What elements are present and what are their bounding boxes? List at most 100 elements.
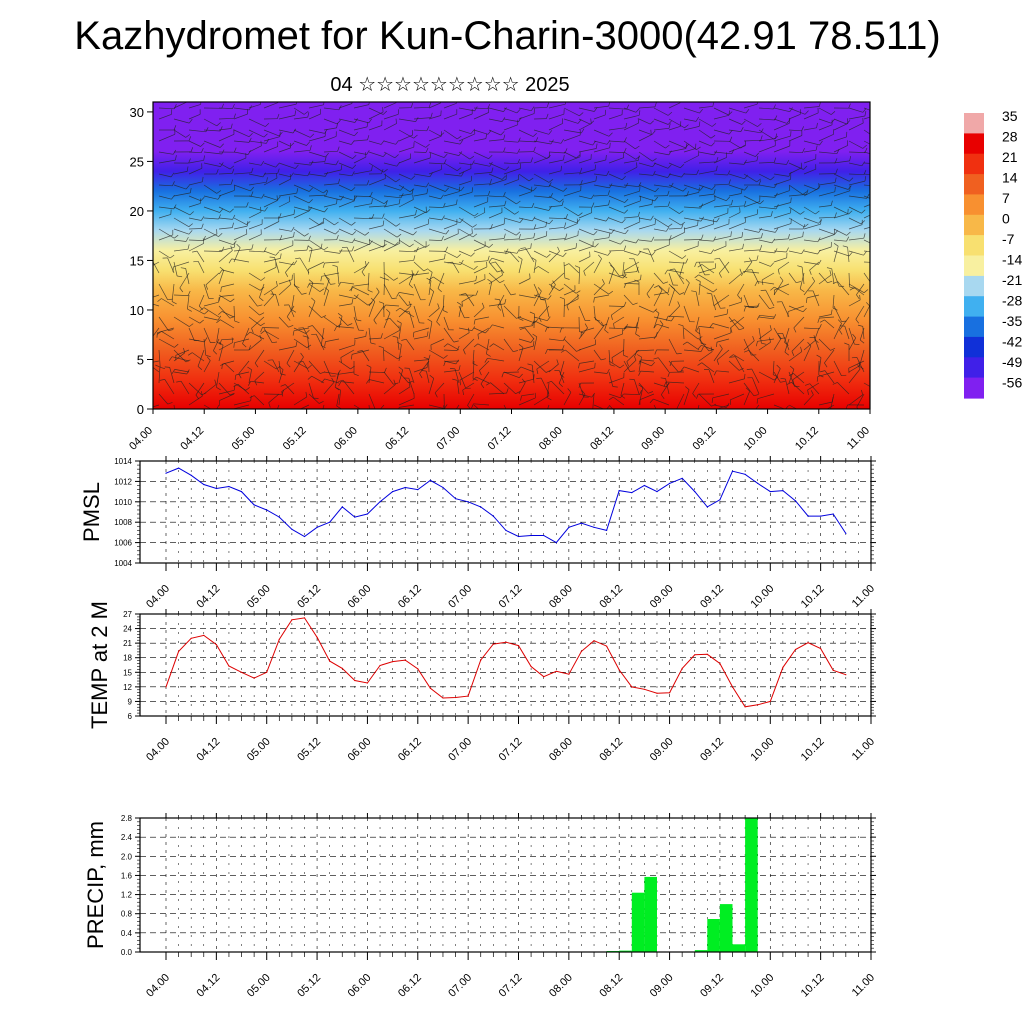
pmsl-data-point: [731, 470, 734, 472]
y-tick-label: 1014: [114, 457, 132, 466]
pmsl-data-point: [769, 491, 771, 493]
pmsl-data-point: [341, 506, 343, 508]
temp2m-data-point: [845, 674, 847, 676]
precip-bar: [644, 876, 657, 952]
pmsl-data-point: [266, 509, 268, 511]
colorbar-swatch: [964, 336, 984, 358]
temp2m-data-point: [316, 636, 318, 638]
pmsl-data-point: [417, 489, 419, 491]
temp2m-data-point: [744, 706, 746, 708]
temp2m-data-point: [190, 637, 192, 639]
pmsl-data-point: [543, 534, 545, 537]
pmsl-data-point: [656, 491, 658, 493]
y-tick-label: 2.0: [121, 852, 133, 861]
temp2m-data-point: [467, 695, 469, 697]
precip-bar: [631, 892, 645, 952]
pmsl-data-point: [845, 532, 847, 535]
pmsl-data-point: [568, 526, 570, 528]
colorbar-label: 35: [1002, 108, 1018, 124]
x-tick-label: 05.00: [245, 583, 273, 611]
temp2m-data-point: [681, 667, 683, 670]
pmsl-data-point: [492, 515, 494, 517]
colorbar-label: -7: [1002, 231, 1015, 247]
x-tick-label: 04.00: [144, 972, 172, 1000]
colorbar-swatch: [964, 174, 984, 196]
temp2m-data-point: [643, 688, 646, 690]
cs-x-tick-label: 05.12: [281, 425, 309, 453]
temp2m-data-point: [669, 692, 671, 694]
x-tick-label: 10.12: [799, 583, 827, 611]
pmsl-data-point: [366, 513, 368, 515]
x-tick-label: 08.12: [597, 972, 625, 1000]
x-tick-label: 07.00: [446, 972, 474, 1000]
temp2m-data-point: [505, 641, 507, 643]
colorbar-swatch: [964, 377, 984, 399]
colorbar-swatch: [964, 357, 984, 379]
pmsl-data-point: [782, 490, 784, 492]
colorbar-label: -21: [1002, 272, 1022, 288]
page-subtitle: 04 ☆☆☆☆☆☆☆☆☆ 2025: [330, 74, 570, 96]
x-tick-label: 09.00: [648, 972, 676, 1000]
x-tick-label: 10.00: [748, 583, 776, 611]
page-title: Kazhydromet for Kun-Charin-3000(42.91 78…: [74, 14, 941, 58]
cs-x-tick-label: 04.00: [127, 425, 155, 453]
pmsl-data-point: [807, 515, 809, 517]
temp2m-data-point: [769, 700, 771, 703]
temp2m-frame: [139, 613, 872, 717]
y-tick-label: 1.2: [121, 891, 133, 900]
pmsl-data-point: [631, 492, 633, 494]
temp2m-data-point: [203, 634, 205, 637]
cs-x-tick-label: 07.12: [486, 425, 514, 453]
y-tick-label: 2.4: [121, 833, 133, 842]
x-tick-label: 05.00: [245, 972, 273, 1000]
x-tick-label: 04.00: [144, 583, 172, 611]
colorbar: 35 28 21 14 7 0 -7 -14 -21 -28 -35 -42 -49 -56: [964, 108, 1022, 399]
temp2m-data-point: [820, 647, 822, 650]
temp2m-data-point: [731, 686, 734, 688]
y-tick-label: 24: [123, 625, 132, 634]
colorbar-label: -14: [1002, 252, 1022, 268]
cs-y-tick-label: 15: [130, 253, 144, 268]
x-tick-label: 09.00: [648, 583, 676, 611]
temp2m-data-point: [417, 668, 419, 670]
temp2m-data-point: [379, 664, 381, 667]
colorbar-swatch: [964, 153, 984, 175]
temp2m-data-point: [228, 665, 230, 667]
x-tick-label: 09.12: [698, 583, 726, 611]
x-tick-label: 08.12: [597, 583, 625, 611]
temp2m-series-line: [165, 617, 846, 708]
temp2m-axis-title: TEMP at 2 M: [87, 601, 112, 729]
colorbar-label: 7: [1002, 190, 1010, 206]
temp2m-data-point: [266, 671, 268, 673]
temp2m-data-point: [757, 704, 759, 706]
x-tick-label: 09.00: [648, 736, 676, 764]
temp2m-data-point: [366, 682, 368, 684]
cs-y-tick-label: 10: [130, 303, 144, 318]
pmsl-data-point: [517, 535, 520, 538]
temp2m-data-point: [631, 686, 633, 688]
temp2m-data-point: [253, 677, 255, 679]
pmsl-data-point: [593, 526, 595, 528]
temp2m-data-point: [706, 653, 708, 655]
x-tick-label: 06.12: [396, 972, 424, 1000]
cs-x-tick-label: 08.00: [537, 425, 565, 453]
temp2m-data-point: [568, 673, 570, 675]
temp2m-data-point: [555, 670, 557, 672]
temp2m-data-point: [606, 645, 608, 647]
cross-section-panel: 0 5 10 15 20 25 30 04.00 04.12 05.00 05.12 06.00 06.…: [127, 101, 872, 453]
x-tick-label: 06.00: [346, 972, 374, 1000]
x-tick-label: 05.12: [295, 972, 323, 1000]
pmsl-data-point: [178, 467, 180, 469]
y-tick-label: 1.6: [121, 871, 133, 880]
colorbar-swatch: [964, 214, 984, 236]
colorbar-label: 21: [1002, 149, 1018, 165]
x-tick-label: 07.12: [497, 972, 525, 1000]
colorbar-swatch: [964, 255, 984, 277]
temp2m-data-point: [291, 619, 293, 621]
x-tick-label: 09.12: [698, 972, 726, 1000]
x-tick-label: 09.12: [698, 736, 726, 764]
pmsl-data-point: [744, 473, 746, 475]
cs-x-tick-label: 11.00: [845, 425, 872, 452]
pmsl-axis-title: PMSL: [79, 482, 104, 542]
